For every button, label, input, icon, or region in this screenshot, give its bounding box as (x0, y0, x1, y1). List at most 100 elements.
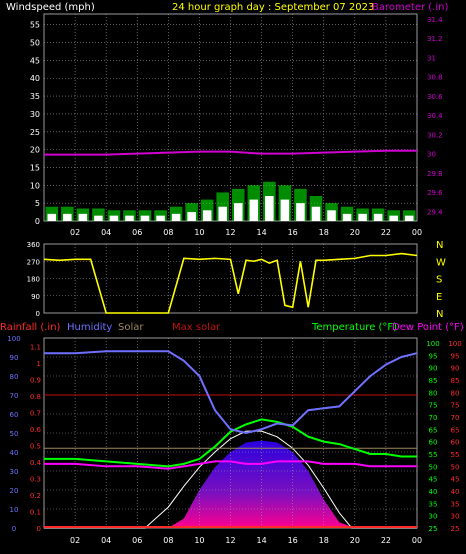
humidity-tick-label: 0 (12, 525, 16, 533)
dewpoint-label: Dew Point (°F) (392, 322, 464, 333)
wind-tick-label: 40 (30, 74, 40, 83)
panel1-x-tick-label: 12 (225, 228, 235, 237)
temp-tick-label: 60 (429, 439, 438, 447)
humidity-label: Humidity (67, 322, 112, 333)
baro-tick-label: 29.4 (427, 208, 443, 216)
wind-tick-label: 30 (30, 110, 40, 119)
wind-bar (47, 213, 57, 221)
panel1-x-tick-label: 16 (288, 228, 298, 237)
dir-tick-label: 360 (27, 241, 40, 249)
panel3-x-tick-label: 20 (350, 536, 360, 545)
temp-tick-label: 75 (429, 402, 438, 410)
wind-bar (171, 213, 181, 221)
temp-tick-label: 50 (429, 463, 438, 471)
dew-tick-label: 50 (451, 463, 460, 471)
panel1-x-tick-label: 18 (319, 228, 329, 237)
graph-title: 24 hour graph day : September 07 2023 (172, 2, 374, 13)
dir-tick-label: 90 (31, 293, 40, 301)
dir-tick-label: 270 (27, 258, 40, 266)
dew-tick-label: 70 (451, 414, 460, 422)
dew-tick-label: 100 (448, 340, 461, 348)
temp-tick-label: 70 (429, 414, 438, 422)
wind-bar (311, 206, 321, 221)
rain-tick-label: 0.4 (30, 459, 42, 467)
wind-bar (358, 213, 367, 221)
panel1-x-tick-label: 20 (350, 228, 360, 237)
dew-tick-label: 25 (451, 525, 460, 533)
rain-tick-label: 0 (37, 525, 41, 533)
baro-tick-label: 30.4 (427, 112, 443, 120)
humidity-tick-label: 40 (10, 449, 19, 457)
temp-tick-label: 95 (429, 352, 438, 360)
wind-bar (109, 215, 119, 221)
rain-label: Rainfall (.in) (0, 322, 61, 333)
temp-tick-label: 45 (429, 476, 438, 484)
humidity-tick-label: 90 (10, 354, 19, 362)
wind-bar (78, 213, 88, 221)
compass-label: E (436, 292, 442, 303)
wind-bar (280, 199, 290, 221)
wind-bar (94, 215, 103, 221)
rain-tick-label: 1 (37, 360, 41, 368)
humidity-tick-label: 100 (7, 335, 20, 343)
wind-tick-label: 15 (30, 163, 40, 172)
panel1-x-tick-label: 04 (101, 228, 111, 237)
rain-tick-label: 0.8 (30, 393, 41, 401)
dew-tick-label: 80 (451, 389, 460, 397)
solar-label: Solar (118, 322, 144, 333)
humidity-tick-label: 10 (10, 506, 19, 514)
wind-bar (373, 213, 383, 221)
baro-tick-label: 29.6 (427, 189, 443, 197)
temp-tick-label: 25 (429, 525, 438, 533)
dir-tick-label: 180 (27, 276, 40, 284)
wind-tick-label: 35 (30, 92, 40, 101)
dew-tick-label: 90 (451, 365, 460, 373)
humidity-tick-label: 60 (10, 411, 19, 419)
humidity-line (44, 350, 418, 435)
wind-bar (265, 196, 274, 221)
panel3-x-tick-label: 18 (319, 536, 329, 545)
panel3-x-tick-label: 14 (256, 536, 266, 545)
wind-tick-label: 20 (30, 146, 40, 155)
barometer-line (44, 149, 417, 156)
wind-bar (249, 199, 259, 221)
panel1-x-tick-label: 14 (256, 228, 266, 237)
dew-tick-label: 60 (451, 439, 460, 447)
wind-tick-label: 55 (30, 21, 40, 30)
rain-tick-label: 1.1 (30, 343, 41, 351)
panel1-x-tick-label: 08 (163, 228, 173, 237)
wind-tick-label: 25 (30, 128, 40, 137)
wind-tick-label: 5 (35, 199, 40, 208)
temp-tick-label: 65 (429, 426, 438, 434)
wind-baro-panel: 0 5 10 15 20 25 30 35 40 45 50 55 29.4 29.6 29.8 30 30.2… (30, 13, 443, 237)
humidity-tick-label: 80 (10, 373, 19, 381)
compass-label: S (436, 275, 442, 286)
rain-tick-label: 0.2 (30, 492, 41, 500)
dew-tick-label: 95 (451, 352, 460, 360)
wind-axis-label: Windspeed (mph) (6, 2, 95, 13)
temp-tick-label: 40 (429, 488, 438, 496)
dewpoint-line (44, 460, 417, 470)
temp-tick-label: 100 (426, 340, 439, 348)
wind-bar (389, 215, 398, 221)
dew-tick-label: 55 (451, 451, 460, 459)
baro-tick-label: 30.8 (427, 74, 443, 82)
compass-label: W (436, 257, 446, 268)
humidity-tick-label: 70 (10, 392, 19, 400)
compass-label: N (436, 309, 443, 320)
humidity-tick-label: 50 (10, 430, 19, 438)
baro-tick-label: 29.8 (427, 170, 443, 178)
baro-tick-label: 30.2 (427, 131, 443, 139)
dew-tick-label: 65 (451, 426, 460, 434)
humidity-tick-label: 20 (10, 487, 19, 495)
wind-tick-label: 50 (30, 39, 40, 48)
humidity-tick-label: 30 (10, 468, 19, 476)
rain-tick-label: 0.1 (30, 508, 41, 516)
temp-tick-label: 55 (429, 451, 438, 459)
wind-tick-label: 45 (30, 56, 40, 65)
rain-tick-label: 0.5 (30, 442, 41, 450)
temp-humidity-panel: 010203040506070809010000.10.20.30.40.50.… (7, 335, 461, 545)
panel1-x-tick-label: 00 (412, 228, 422, 237)
